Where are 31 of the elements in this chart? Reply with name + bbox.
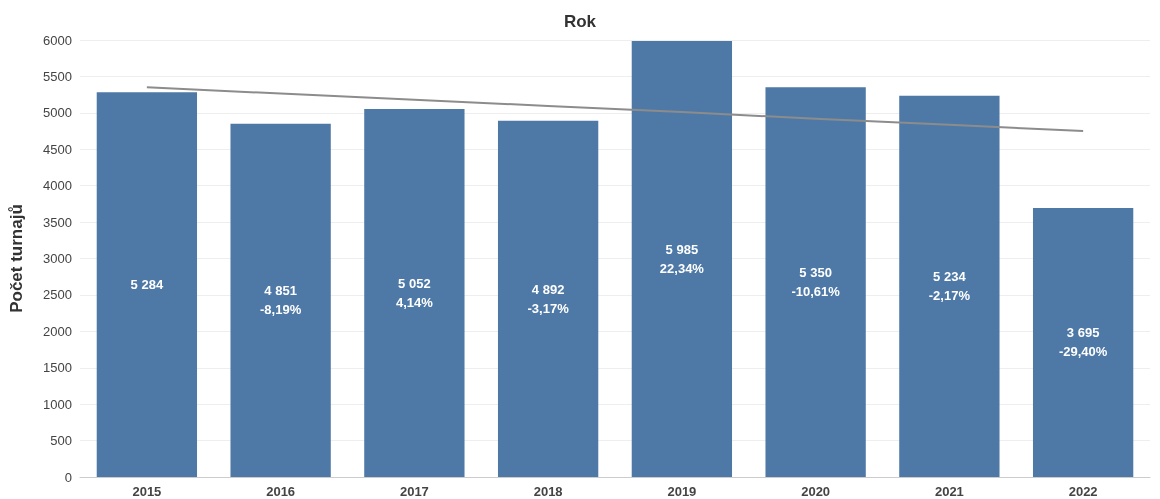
data-label: 3 695 -29,40% <box>1058 325 1108 360</box>
y-tick-label: 2500 <box>43 287 72 303</box>
data-label: 5 052 4,14% <box>395 276 434 311</box>
data-label: 5 985 22,34% <box>659 242 705 277</box>
data-label: 4 851 -8,19% <box>260 283 302 318</box>
y-tick-label: 5000 <box>43 105 72 121</box>
y-tick-label: 3000 <box>43 251 72 266</box>
x-tick-label: 2021 <box>934 484 964 499</box>
y-tick-label: 2000 <box>43 323 72 339</box>
data-label: 5 234 -2,17% <box>928 269 971 304</box>
data-label: 5 284 <box>130 277 164 293</box>
data-label: 5 350 -10,61% <box>791 265 841 300</box>
x-tick-label: 2015 <box>132 484 162 499</box>
x-tick-label: 2020 <box>801 484 831 499</box>
y-tick-label: 5500 <box>43 68 72 84</box>
x-tick-label: 2018 <box>533 484 563 499</box>
x-tick-label: 2022 <box>1068 484 1098 499</box>
x-axis-title: Rok <box>563 12 597 31</box>
y-tick-label: 0 <box>64 469 72 485</box>
y-tick-label: 1000 <box>43 396 72 412</box>
x-tick-label: 2017 <box>399 484 429 499</box>
y-tick-label: 4000 <box>43 178 72 194</box>
y-tick-label: 4500 <box>43 141 72 157</box>
y-tick-label: 6000 <box>43 32 72 48</box>
x-tick-label: 2019 <box>667 484 697 499</box>
y-axis-title: Počet turnajů <box>7 204 26 313</box>
data-label: 4 892 -3,17% <box>527 281 570 316</box>
y-tick-label: 500 <box>50 433 72 449</box>
x-tick-label: 2016 <box>266 484 296 499</box>
y-tick-label: 1500 <box>43 360 72 376</box>
y-tick-label: 3500 <box>43 214 72 230</box>
